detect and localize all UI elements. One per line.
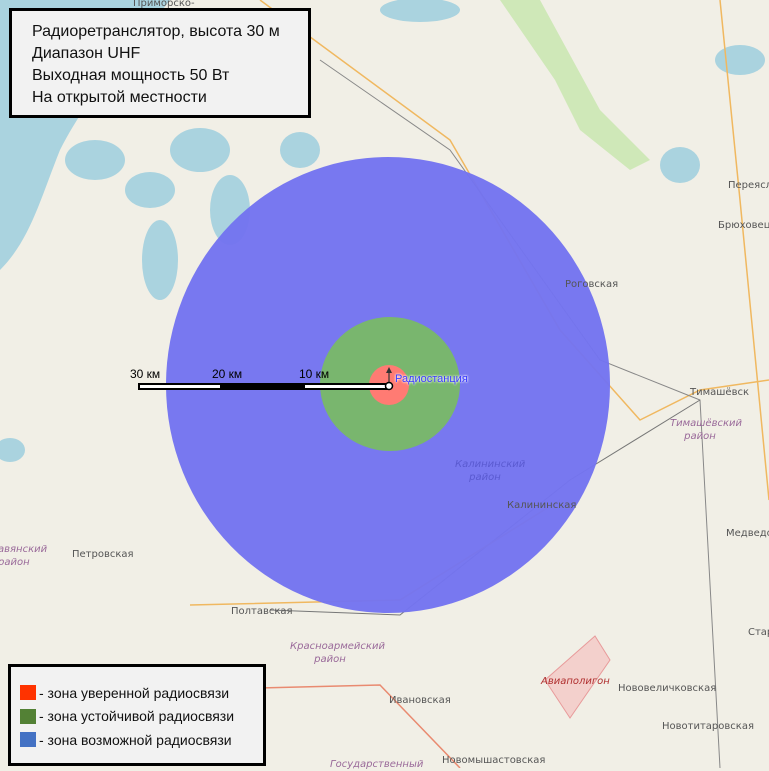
district-label: Калининский район [455, 459, 526, 483]
legend-swatch [20, 685, 36, 701]
scale-bar [138, 383, 390, 390]
legend-label: - зона устойчивой радиосвязи [39, 708, 235, 725]
map-label: Брюховецка [718, 220, 769, 231]
legend-swatch [20, 732, 36, 748]
map-label: Авиаполигон [541, 676, 610, 687]
lakes [0, 0, 765, 462]
map-label: Нововеличковская [618, 683, 717, 694]
info-line: Выходная мощность 50 Вт [32, 67, 230, 84]
map-label: Стар [748, 627, 769, 638]
legend-label: - зона уверенной радиосвязи [39, 684, 230, 701]
map-label: Калининская [507, 500, 577, 511]
district-label: авянский район [0, 544, 48, 568]
map-label: Новотитаровская [662, 721, 754, 732]
map-label: Полтавская [231, 606, 293, 617]
map-label: Тимашёвск [690, 387, 750, 398]
map-label: Петровская [72, 549, 134, 560]
map-label: Новомышастовская [442, 755, 546, 766]
aviapoligon-area [544, 635, 611, 719]
antenna-marker-icon [384, 367, 394, 391]
info-line: Диапазон UHF [32, 45, 141, 62]
map-label: Приморско- [133, 0, 195, 9]
station-label[interactable]: Радиостанция [395, 373, 468, 385]
scale-label-30: 30 км [130, 367, 161, 381]
legend: - зона уверенной радиосвязи - зона устой… [8, 664, 266, 766]
legend-item-possible: - зона возможной радиосвязи [20, 728, 263, 752]
map-label: Переясло [728, 180, 769, 191]
map-label: Медведов [726, 528, 769, 539]
wetland [500, 0, 650, 170]
district-label: Красноармейский район [290, 641, 385, 665]
legend-swatch [20, 708, 36, 724]
map-label: Роговская [565, 279, 619, 290]
legend-item-confident: - зона уверенной радиосвязи [20, 681, 263, 705]
scale-label-20: 20 км [212, 367, 243, 381]
info-line: На открытой местности [32, 89, 207, 106]
district-label: Государственный [330, 759, 424, 770]
legend-label: - зона возможной радиосвязи [39, 731, 232, 748]
legend-item-stable: - зона устойчивой радиосвязи [20, 705, 263, 729]
scale-label-10: 10 км [299, 367, 330, 381]
district-label: Тимашёвский район [670, 418, 743, 442]
info-line: Радиоретранслятор, высота 30 м [32, 23, 280, 40]
map-label: Ивановская [389, 695, 451, 706]
info-box: Радиоретранслятор, высота 30 м Диапазон … [9, 8, 311, 118]
